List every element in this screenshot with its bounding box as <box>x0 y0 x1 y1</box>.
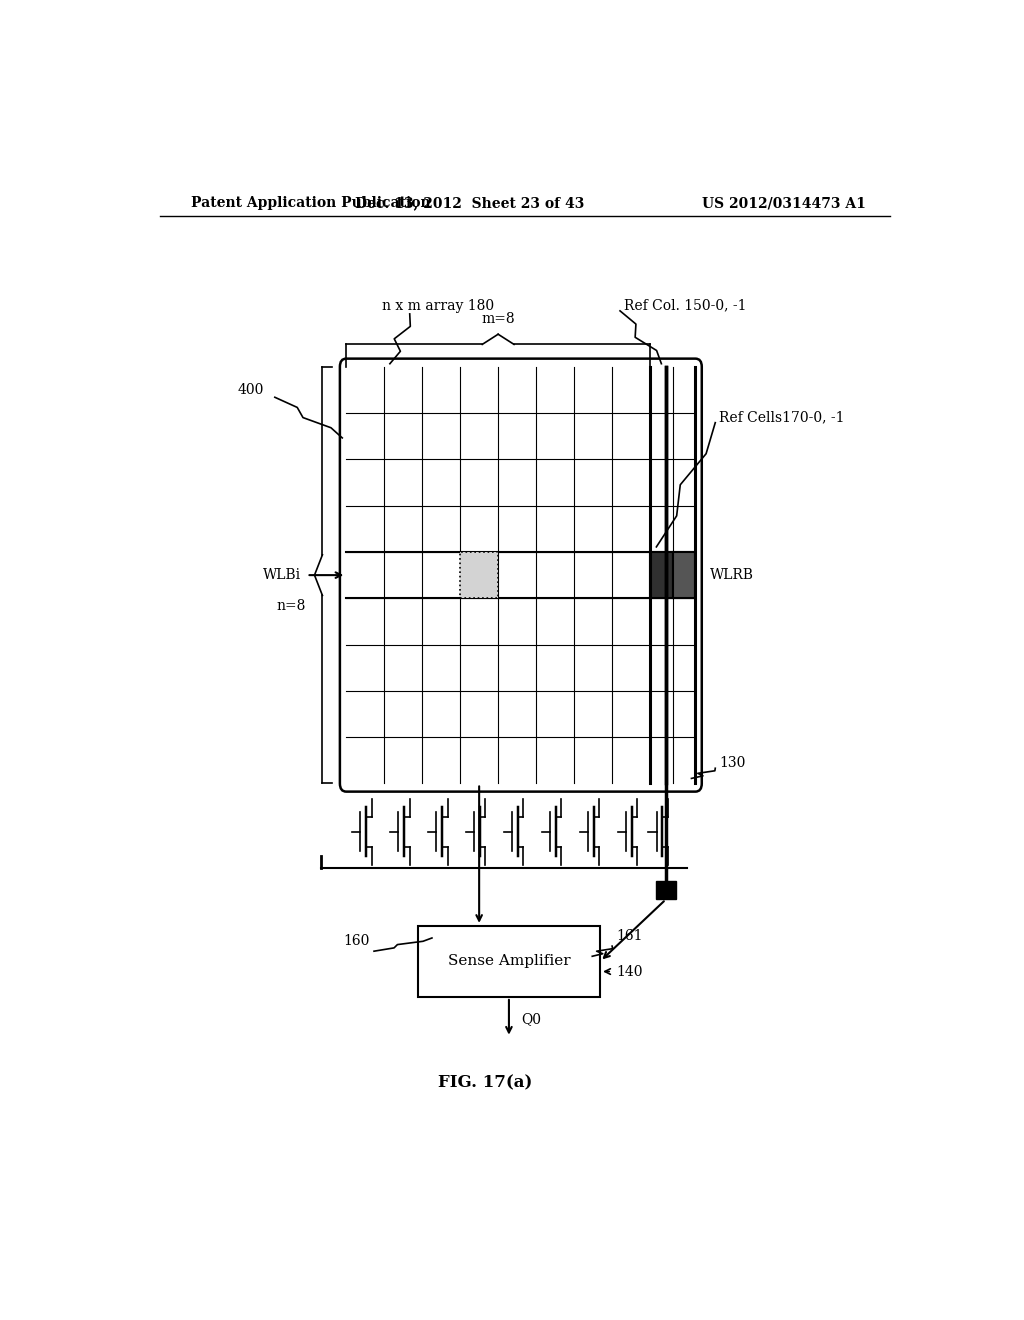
Text: n x m array 180: n x m array 180 <box>382 298 494 313</box>
Text: US 2012/0314473 A1: US 2012/0314473 A1 <box>702 197 866 210</box>
Text: 130: 130 <box>719 756 745 770</box>
Text: Sense Amplifier: Sense Amplifier <box>447 954 570 969</box>
Text: 140: 140 <box>616 965 643 978</box>
FancyBboxPatch shape <box>340 359 701 792</box>
Text: Q0: Q0 <box>521 1012 541 1026</box>
Bar <box>460 552 498 598</box>
Text: m=8: m=8 <box>481 312 515 326</box>
Bar <box>673 552 695 598</box>
Text: n=8: n=8 <box>276 598 305 612</box>
Text: Ref Col. 150-0, -1: Ref Col. 150-0, -1 <box>624 298 746 313</box>
Text: 160: 160 <box>344 935 370 948</box>
Bar <box>655 880 676 899</box>
Bar <box>418 925 600 997</box>
Text: WLBi: WLBi <box>263 568 301 582</box>
Text: FIG. 17(a): FIG. 17(a) <box>438 1074 532 1092</box>
Text: 161: 161 <box>616 929 643 942</box>
Text: Ref Cells170-0, -1: Ref Cells170-0, -1 <box>719 411 845 425</box>
Text: Dec. 13, 2012  Sheet 23 of 43: Dec. 13, 2012 Sheet 23 of 43 <box>354 197 584 210</box>
Text: 400: 400 <box>238 383 264 397</box>
Text: Patent Application Publication: Patent Application Publication <box>191 197 431 210</box>
Bar <box>650 552 673 598</box>
Text: WLRB: WLRB <box>710 568 754 582</box>
